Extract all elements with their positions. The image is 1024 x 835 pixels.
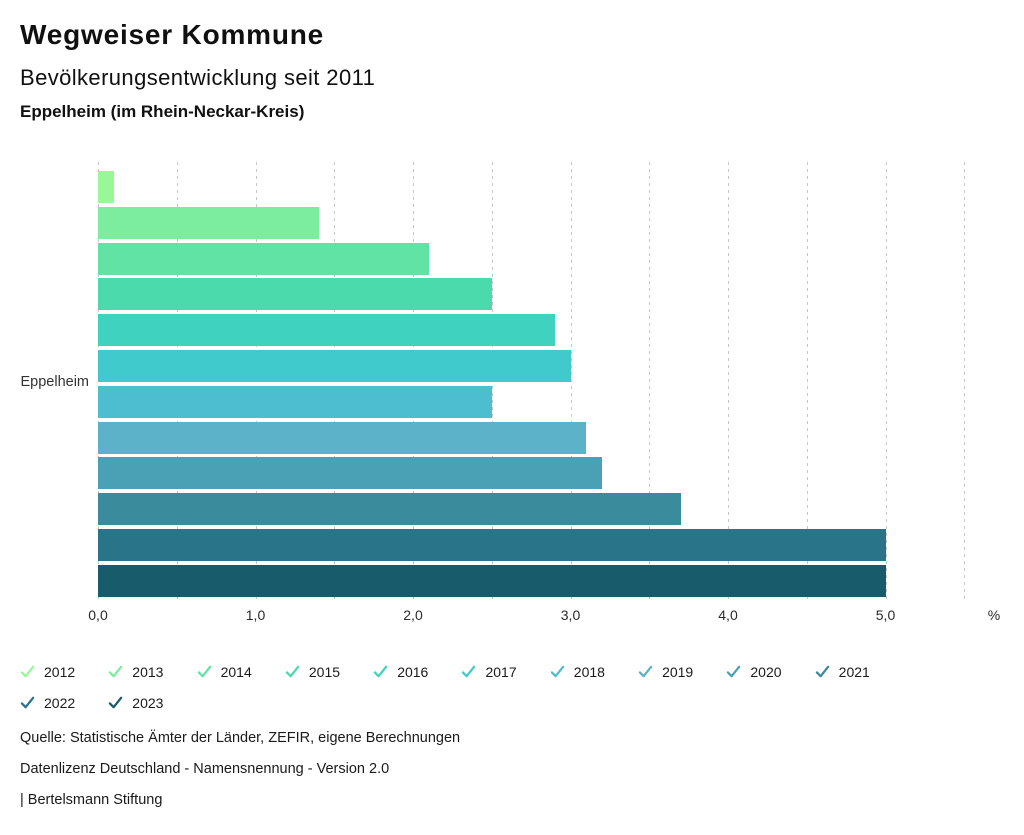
legend-item-2023[interactable]: 2023 (108, 687, 196, 718)
check-icon (20, 696, 35, 709)
legend-year-label: 2016 (397, 663, 429, 680)
legend-item-2021[interactable]: 2021 (815, 656, 903, 687)
legend-year-label: 2013 (132, 663, 164, 680)
x-tick-label: 2,0 (403, 607, 423, 623)
x-axis-unit-label: % (987, 607, 1001, 623)
legend-year-label: 2014 (220, 663, 252, 680)
legend-year-label: 2018 (573, 663, 605, 680)
legend-year-label: 2019 (662, 663, 694, 680)
legend-item-2012[interactable]: 2012 (20, 656, 108, 687)
check-icon (197, 665, 211, 678)
check-icon (462, 665, 476, 678)
x-tick-label: 0,0 (88, 607, 108, 623)
legend-item-2022[interactable]: 2022 (20, 687, 108, 718)
footer: Quelle: Statistische Ämter der Länder, Z… (20, 723, 460, 816)
legend-year-label: 2012 (44, 663, 76, 680)
legend-item-2018[interactable]: 2018 (550, 656, 638, 687)
legend-item-2015[interactable]: 2015 (285, 656, 373, 687)
bar-2023[interactable] (98, 564, 886, 597)
gridline (176, 162, 178, 603)
legend-item-2016[interactable]: 2016 (373, 656, 461, 687)
page-title: Wegweiser Kommune (20, 19, 325, 50)
legend-item-2014[interactable]: 2014 (197, 656, 285, 687)
check-icon (727, 665, 741, 678)
x-tick-label: 4,0 (718, 607, 738, 623)
y-axis-category-label: Eppelheim (20, 374, 89, 390)
x-tick-label: 5,0 (875, 607, 896, 623)
gridline (885, 162, 887, 603)
gridline (413, 162, 414, 603)
chart-subtitle: Bevölkerungsentwicklung seit 2011 (20, 65, 376, 90)
legend-year-label: 2023 (132, 694, 164, 711)
check-icon (638, 665, 653, 678)
chart-location: Eppelheim (im Rhein-Neckar-Kreis) (20, 102, 305, 121)
x-axis: % 0,0 1,0 2,0 3,0 4,0 5,0 (88, 607, 1024, 627)
bar-2015[interactable] (98, 278, 492, 311)
legend-year-label: 2021 (838, 663, 870, 680)
gridline (491, 162, 493, 603)
plot-area (98, 162, 968, 603)
gridline (334, 162, 336, 603)
gridline (806, 162, 808, 603)
check-icon (109, 696, 123, 709)
gridline (649, 162, 651, 603)
gridline (98, 162, 99, 603)
bar-2019[interactable] (98, 421, 587, 454)
bar-2016[interactable] (98, 314, 555, 347)
legend-item-2013[interactable]: 2013 (108, 656, 196, 687)
bar-2013[interactable] (98, 206, 319, 239)
gridline (728, 162, 729, 603)
bar-2018[interactable] (98, 385, 492, 418)
gridline (255, 162, 257, 603)
check-icon (550, 665, 565, 678)
check-icon (285, 665, 300, 678)
x-tick-label: 3,0 (560, 607, 581, 623)
legend-year-label: 2017 (485, 663, 517, 680)
legend-year-label: 2020 (750, 663, 782, 680)
license-note: Datenlizenz Deutschland - Namensnennung … (20, 761, 390, 777)
check-icon (373, 665, 388, 678)
gridline (964, 162, 966, 603)
x-tick-label: 1,0 (245, 607, 266, 623)
check-icon (109, 665, 123, 678)
gridline (570, 162, 572, 603)
bar-2020[interactable] (98, 457, 602, 490)
legend-item-2017[interactable]: 2017 (461, 656, 549, 687)
legend-item-2019[interactable]: 2019 (638, 656, 726, 687)
attribution-note: | Bertelsmann Stiftung (20, 792, 163, 808)
bar-2017[interactable] (98, 350, 571, 382)
check-icon (815, 665, 829, 678)
legend: 2012 2013 2014 2015 2016 2017 2018 2019 2020 2021… (20, 656, 925, 718)
bar-2022[interactable] (98, 529, 886, 561)
source-note: Quelle: Statistische Ämter der Länder, Z… (20, 730, 461, 746)
legend-item-2020[interactable]: 2020 (726, 656, 814, 687)
legend-year-label: 2022 (44, 694, 76, 711)
check-icon (20, 665, 35, 678)
bar-2012[interactable] (98, 171, 114, 203)
bar-2014[interactable] (98, 242, 429, 275)
bar-2021[interactable] (98, 493, 681, 526)
legend-year-label: 2015 (308, 663, 341, 680)
